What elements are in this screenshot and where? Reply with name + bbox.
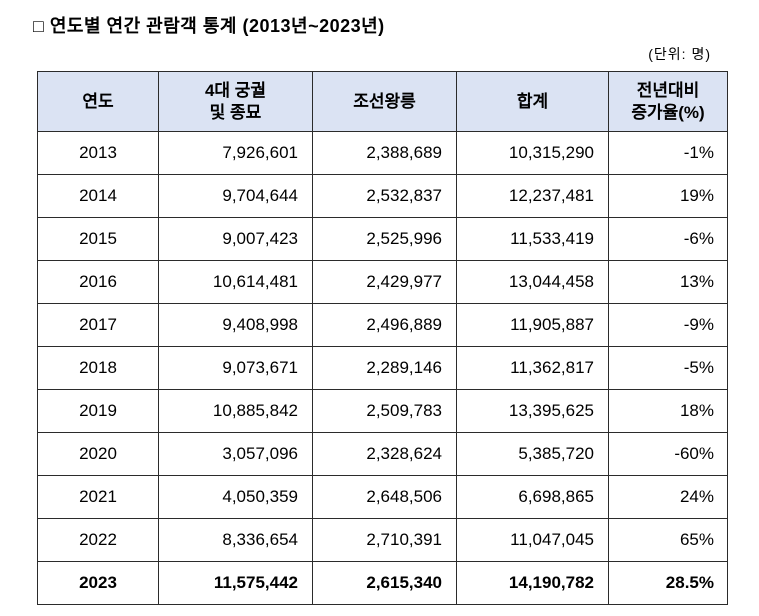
cell-total: 5,385,720 <box>456 432 609 476</box>
cell-royal-tombs: 2,710,391 <box>312 518 457 562</box>
table-header-row: 연도 4대 궁궐 및 종묘 조선왕릉 합계 전년대비 증가율(%) <box>37 71 728 132</box>
table-row-2016: 2016 10,614,481 2,429,977 13,044,458 13% <box>37 260 728 304</box>
header-palaces: 4대 궁궐 및 종묘 <box>158 71 313 132</box>
cell-palaces: 8,336,654 <box>158 518 313 562</box>
cell-total: 10,315,290 <box>456 131 609 175</box>
cell-royal-tombs: 2,289,146 <box>312 346 457 390</box>
cell-year: 2021 <box>37 475 159 519</box>
cell-yoy-growth: -6% <box>608 217 728 261</box>
cell-year: 2023 <box>37 561 159 605</box>
cell-total: 6,698,865 <box>456 475 609 519</box>
cell-yoy-growth: -5% <box>608 346 728 390</box>
cell-year: 2017 <box>37 303 159 347</box>
cell-yoy-growth: 13% <box>608 260 728 304</box>
header-year: 연도 <box>37 71 159 132</box>
table-row-2017: 2017 9,408,998 2,496,889 11,905,887 -9% <box>37 303 728 347</box>
table-head: 연도 4대 궁궐 및 종묘 조선왕릉 합계 전년대비 증가율(%) <box>37 71 728 132</box>
cell-royal-tombs: 2,525,996 <box>312 217 457 261</box>
table-row-2018: 2018 9,073,671 2,289,146 11,362,817 -5% <box>37 346 728 390</box>
table-row-2020: 2020 3,057,096 2,328,624 5,385,720 -60% <box>37 432 728 476</box>
cell-yoy-growth: 28.5% <box>608 561 728 605</box>
cell-palaces: 10,614,481 <box>158 260 313 304</box>
table-row-2019: 2019 10,885,842 2,509,783 13,395,625 18% <box>37 389 728 433</box>
cell-total: 11,047,045 <box>456 518 609 562</box>
cell-palaces: 3,057,096 <box>158 432 313 476</box>
cell-yoy-growth: -9% <box>608 303 728 347</box>
header-royal-tombs: 조선왕릉 <box>312 71 457 132</box>
cell-total: 14,190,782 <box>456 561 609 605</box>
cell-year: 2019 <box>37 389 159 433</box>
page-title: □ 연도별 연간 관람객 통계 (2013년~2023년) <box>33 16 385 36</box>
cell-yoy-growth: -60% <box>608 432 728 476</box>
header-total: 합계 <box>456 71 609 132</box>
table-body: 2013 7,926,601 2,388,689 10,315,290 -1% … <box>37 131 728 605</box>
cell-royal-tombs: 2,429,977 <box>312 260 457 304</box>
cell-total: 11,533,419 <box>456 217 609 261</box>
cell-palaces: 9,408,998 <box>158 303 313 347</box>
cell-royal-tombs: 2,532,837 <box>312 174 457 218</box>
cell-yoy-growth: 18% <box>608 389 728 433</box>
cell-palaces: 9,073,671 <box>158 346 313 390</box>
cell-yoy-growth: 24% <box>608 475 728 519</box>
cell-royal-tombs: 2,388,689 <box>312 131 457 175</box>
unit-label: (단위: 명) <box>648 46 711 62</box>
table-row-2014: 2014 9,704,644 2,532,837 12,237,481 19% <box>37 174 728 218</box>
cell-royal-tombs: 2,615,340 <box>312 561 457 605</box>
cell-year: 2018 <box>37 346 159 390</box>
cell-yoy-growth: -1% <box>608 131 728 175</box>
table-row-2013: 2013 7,926,601 2,388,689 10,315,290 -1% <box>37 131 728 175</box>
table-row-2021: 2021 4,050,359 2,648,506 6,698,865 24% <box>37 475 728 519</box>
table-row-2022: 2022 8,336,654 2,710,391 11,047,045 65% <box>37 518 728 562</box>
cell-year: 2016 <box>37 260 159 304</box>
table-row-2015: 2015 9,007,423 2,525,996 11,533,419 -6% <box>37 217 728 261</box>
cell-royal-tombs: 2,496,889 <box>312 303 457 347</box>
cell-total: 13,044,458 <box>456 260 609 304</box>
cell-royal-tombs: 2,328,624 <box>312 432 457 476</box>
cell-year: 2015 <box>37 217 159 261</box>
cell-palaces: 9,704,644 <box>158 174 313 218</box>
cell-total: 13,395,625 <box>456 389 609 433</box>
cell-year: 2013 <box>37 131 159 175</box>
cell-year: 2022 <box>37 518 159 562</box>
cell-palaces: 7,926,601 <box>158 131 313 175</box>
cell-total: 11,905,887 <box>456 303 609 347</box>
cell-royal-tombs: 2,509,783 <box>312 389 457 433</box>
cell-palaces: 11,575,442 <box>158 561 313 605</box>
visitor-stats-table: 연도 4대 궁궐 및 종묘 조선왕릉 합계 전년대비 증가율(%) 2013 7… <box>37 71 728 605</box>
cell-palaces: 10,885,842 <box>158 389 313 433</box>
cell-palaces: 9,007,423 <box>158 217 313 261</box>
cell-yoy-growth: 65% <box>608 518 728 562</box>
cell-total: 12,237,481 <box>456 174 609 218</box>
cell-year: 2014 <box>37 174 159 218</box>
cell-yoy-growth: 19% <box>608 174 728 218</box>
cell-royal-tombs: 2,648,506 <box>312 475 457 519</box>
cell-year: 2020 <box>37 432 159 476</box>
table-row-2023: 2023 11,575,442 2,615,340 14,190,782 28.… <box>37 561 728 605</box>
header-yoy-growth: 전년대비 증가율(%) <box>608 71 728 132</box>
cell-palaces: 4,050,359 <box>158 475 313 519</box>
cell-total: 11,362,817 <box>456 346 609 390</box>
